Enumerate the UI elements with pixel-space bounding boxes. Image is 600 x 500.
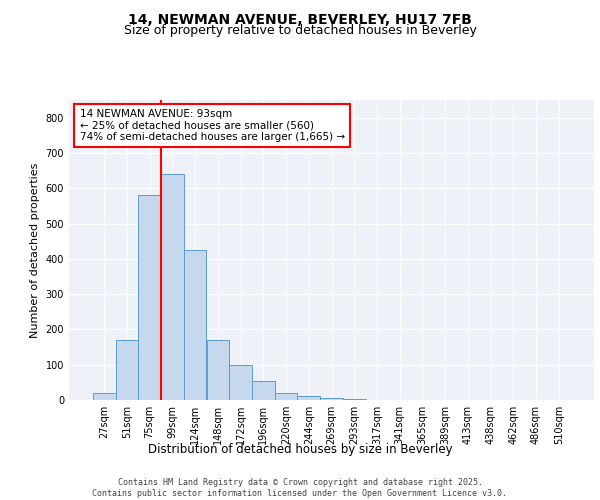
Bar [139,196,161,400]
Bar [298,396,320,400]
Bar [161,174,184,400]
Text: Contains HM Land Registry data © Crown copyright and database right 2025.
Contai: Contains HM Land Registry data © Crown c… [92,478,508,498]
Bar [184,250,206,400]
Bar [275,393,298,400]
Bar [229,364,252,400]
Text: Size of property relative to detached houses in Beverley: Size of property relative to detached ho… [124,24,476,37]
Bar [252,380,275,400]
Text: Distribution of detached houses by size in Beverley: Distribution of detached houses by size … [148,442,452,456]
Bar [206,340,229,400]
Bar [93,393,116,400]
Y-axis label: Number of detached properties: Number of detached properties [30,162,40,338]
Text: 14 NEWMAN AVENUE: 93sqm
← 25% of detached houses are smaller (560)
74% of semi-d: 14 NEWMAN AVENUE: 93sqm ← 25% of detache… [79,109,344,142]
Bar [320,398,343,400]
Bar [116,340,139,400]
Text: 14, NEWMAN AVENUE, BEVERLEY, HU17 7FB: 14, NEWMAN AVENUE, BEVERLEY, HU17 7FB [128,12,472,26]
